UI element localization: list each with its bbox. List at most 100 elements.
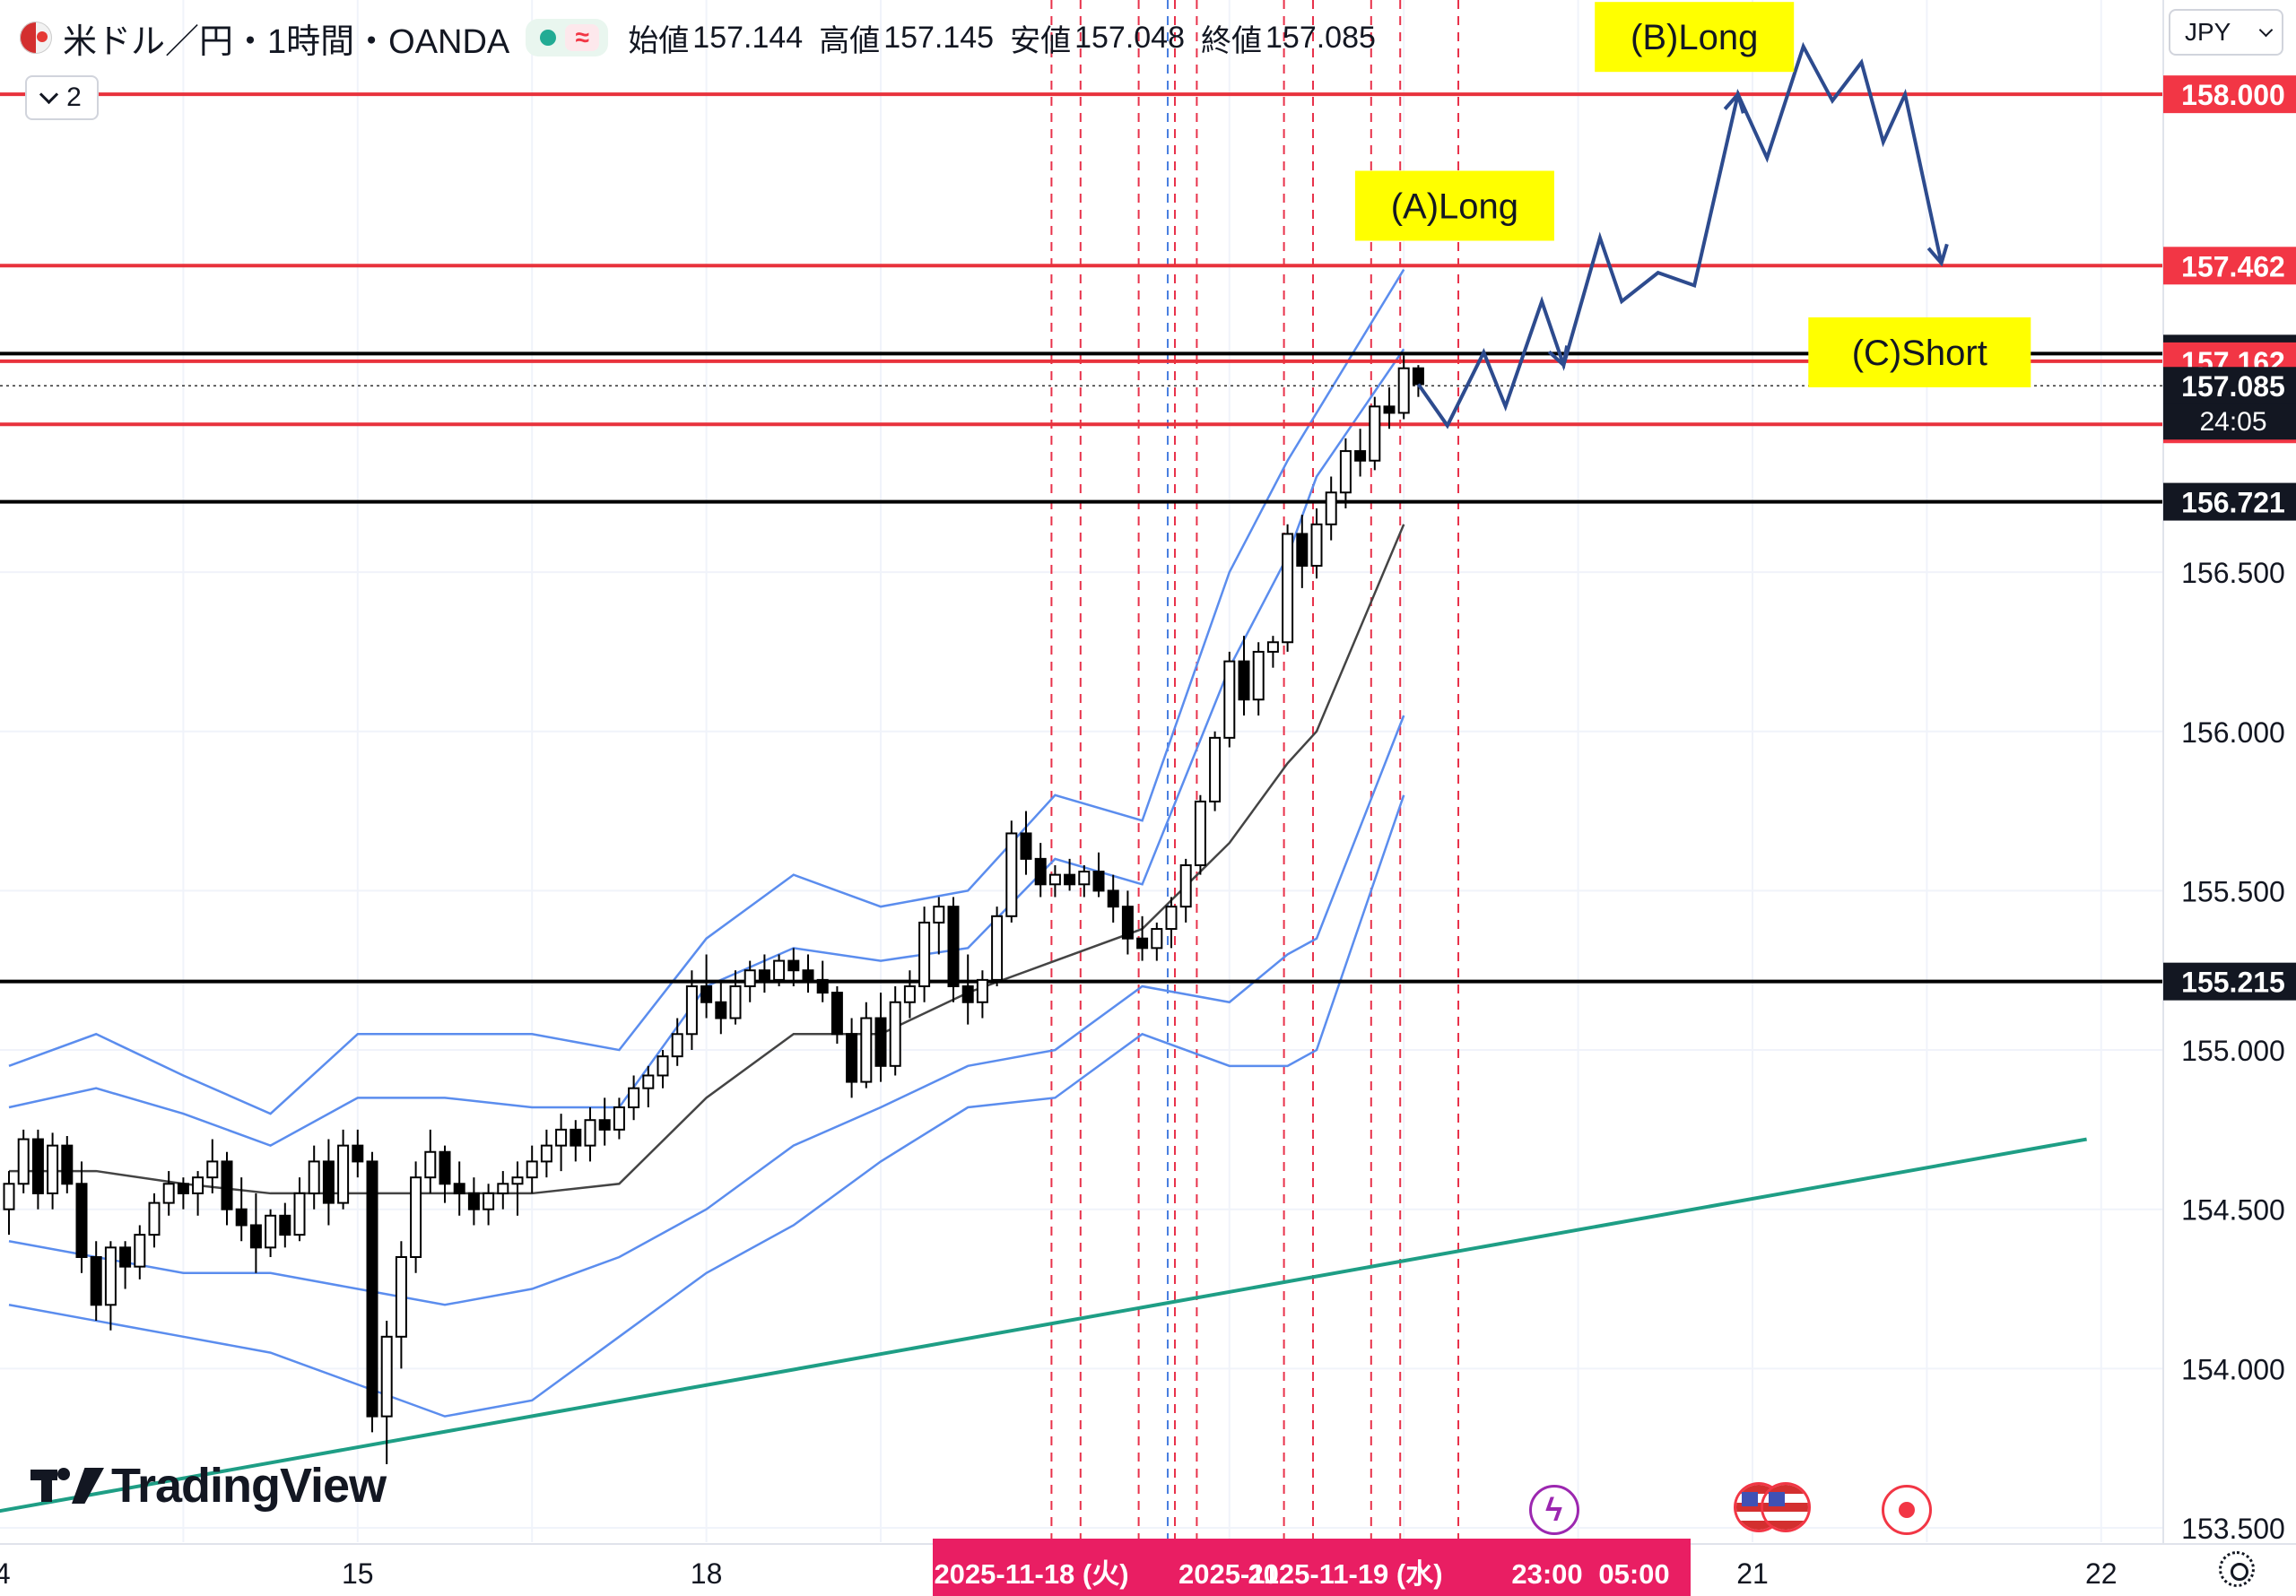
y-tick-label: 153.500: [2181, 1513, 2285, 1545]
flash-icon[interactable]: ϟ: [1529, 1485, 1579, 1535]
candle-body: [1325, 491, 1337, 525]
candle-body: [90, 1255, 102, 1306]
candle-body: [511, 1176, 524, 1185]
candle-body: [410, 1176, 422, 1258]
candle-body: [1354, 450, 1367, 462]
x-tick-label: 18: [691, 1557, 723, 1590]
candle-body: [947, 906, 960, 987]
annotation-label: (C)Short: [1852, 334, 1987, 373]
candle-body: [526, 1160, 538, 1179]
candle-body: [598, 1119, 611, 1131]
y-tick-label: 155.500: [2181, 875, 2285, 907]
candle-body: [1107, 889, 1119, 908]
candle-body: [453, 1183, 465, 1194]
bollinger-lower2: [8, 794, 1405, 1418]
record-icon[interactable]: [1882, 1485, 1932, 1535]
price-label-bg: [2163, 367, 2296, 405]
candle-body: [1383, 405, 1396, 414]
candle-body: [177, 1183, 189, 1194]
candle-body: [991, 915, 1004, 981]
candle-body: [235, 1208, 248, 1227]
wave-icon: ≈: [565, 23, 600, 51]
chevron-down-icon: [39, 84, 59, 104]
crosshair-time-label: 2025-11-18 (火): [934, 1558, 1128, 1590]
candle-body: [75, 1183, 88, 1258]
axis-settings-icon[interactable]: [2219, 1551, 2255, 1587]
price-label-bg: [2163, 962, 2296, 1001]
candle-body: [1310, 523, 1323, 567]
candle-body: [221, 1160, 233, 1210]
ohlc-low-value: 157.048: [1074, 20, 1185, 55]
candle-body: [657, 1055, 669, 1077]
y-tick-label: 156.000: [2181, 716, 2285, 749]
indicators-toggle-button[interactable]: 2: [25, 75, 99, 120]
candle-body: [1209, 736, 1222, 802]
candle-body: [671, 1033, 683, 1058]
trendline: [0, 1137, 2087, 1514]
candle-body: [352, 1144, 364, 1163]
tradingview-logo[interactable]: TradingView: [30, 1458, 387, 1514]
countdown-label: 24:05: [2199, 407, 2266, 437]
candle-body: [61, 1144, 74, 1185]
crosshair-time-label: 05:00: [1598, 1558, 1669, 1590]
candle-body: [366, 1160, 378, 1418]
candle-body: [424, 1150, 437, 1179]
indicators-count: 2: [66, 82, 82, 112]
candle-body: [1092, 871, 1105, 892]
candle-body: [1136, 937, 1149, 950]
candle-body: [1165, 906, 1178, 931]
candle-body: [628, 1087, 640, 1109]
candle-body: [3, 1183, 15, 1210]
price-label: 158.000: [2181, 79, 2285, 111]
price-label-bg: [2163, 482, 2296, 521]
market-status[interactable]: ≈: [526, 19, 609, 56]
candle-body: [104, 1246, 117, 1306]
candle-body: [570, 1128, 582, 1147]
candle-body: [134, 1234, 146, 1268]
candle-body: [787, 959, 800, 972]
candle-body: [1005, 832, 1018, 917]
candle-body: [642, 1074, 655, 1089]
candle-body: [802, 969, 814, 981]
candle-body: [700, 984, 713, 1003]
tv-logo-text: TradingView: [111, 1459, 387, 1513]
symbol-title[interactable]: 米ドル／円・1時間・OANDA: [63, 22, 510, 61]
candle-body: [1223, 660, 1236, 739]
currency-select[interactable]: JPY: [2169, 9, 2283, 56]
candle-body: [874, 1017, 887, 1067]
candle-body: [1179, 863, 1192, 908]
countdown-bg: [2163, 403, 2296, 440]
arrow-head: [1926, 243, 1949, 267]
y-tick-label: 155.000: [2181, 1035, 2285, 1067]
candle-body: [31, 1138, 44, 1194]
candle-body: [439, 1150, 451, 1185]
tv-logo-mark-icon: [30, 1466, 106, 1505]
x-tick-label: 21: [1736, 1557, 1769, 1590]
candle-body: [918, 921, 931, 987]
crosshair-time-label: 23:00: [1511, 1558, 1582, 1590]
candle-body: [685, 984, 698, 1036]
ohlc-open-label: 始値: [628, 23, 690, 58]
candle-body: [1121, 906, 1134, 940]
ohlc-close-value: 157.085: [1265, 20, 1376, 55]
candle-body: [903, 984, 916, 1003]
us-flag-icon[interactable]: [1763, 1485, 1808, 1530]
candle-body: [1078, 871, 1091, 886]
price-label: 157.085: [2181, 370, 2285, 403]
candle-body: [265, 1214, 277, 1249]
ohlc-close-label: 終値: [1201, 23, 1262, 58]
candle-body: [1369, 405, 1381, 462]
y-tick-label: 156.500: [2181, 557, 2285, 589]
annotation-box: [1595, 2, 1795, 73]
price-label-bg: [2163, 75, 2296, 114]
candle-body: [831, 992, 843, 1036]
price-label-bg: [2163, 247, 2296, 285]
chevron-down-icon: [2258, 22, 2274, 37]
candle-body: [322, 1160, 335, 1204]
price-label: 157.462: [2181, 250, 2285, 282]
bollinger-upper2: [8, 268, 1405, 1115]
candle-body: [758, 969, 770, 981]
candle-body: [540, 1144, 552, 1163]
candle-body: [1296, 533, 1309, 567]
